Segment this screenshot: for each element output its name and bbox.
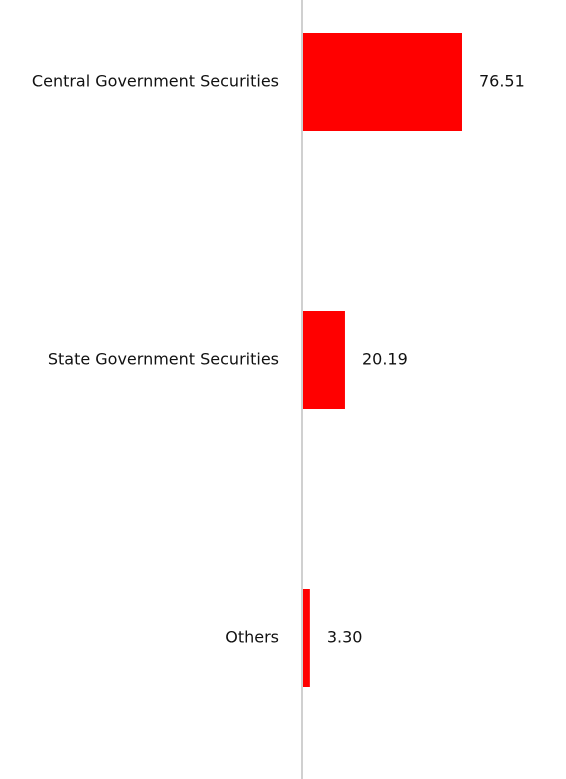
bar <box>303 311 345 409</box>
category-label: State Government Securities <box>48 350 279 369</box>
value-label: 76.51 <box>479 72 525 91</box>
value-label: 20.19 <box>362 350 408 369</box>
category-label: Others <box>225 628 279 647</box>
bar <box>303 589 310 687</box>
value-label: 3.30 <box>327 628 363 647</box>
category-label: Central Government Securities <box>32 72 279 91</box>
bar <box>303 33 462 131</box>
